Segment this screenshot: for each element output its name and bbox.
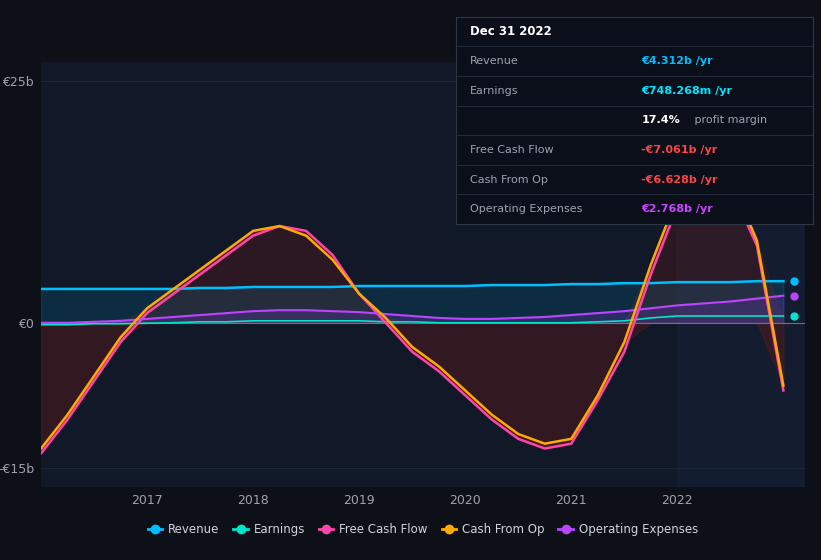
Text: profit margin: profit margin — [691, 115, 768, 125]
Text: €4.312b /yr: €4.312b /yr — [641, 56, 713, 66]
Text: Operating Expenses: Operating Expenses — [470, 204, 582, 214]
Legend: Revenue, Earnings, Free Cash Flow, Cash From Op, Operating Expenses: Revenue, Earnings, Free Cash Flow, Cash … — [143, 518, 703, 540]
Text: €748.268m /yr: €748.268m /yr — [641, 86, 732, 96]
Text: Dec 31 2022: Dec 31 2022 — [470, 25, 552, 38]
Bar — [677, 62, 805, 487]
Text: Earnings: Earnings — [470, 86, 518, 96]
Text: -€6.628b /yr: -€6.628b /yr — [641, 175, 718, 185]
Text: -€7.061b /yr: -€7.061b /yr — [641, 145, 718, 155]
Text: 17.4%: 17.4% — [641, 115, 680, 125]
Text: €2.768b /yr: €2.768b /yr — [641, 204, 713, 214]
Text: Free Cash Flow: Free Cash Flow — [470, 145, 553, 155]
Text: Revenue: Revenue — [470, 56, 519, 66]
Text: Cash From Op: Cash From Op — [470, 175, 548, 185]
